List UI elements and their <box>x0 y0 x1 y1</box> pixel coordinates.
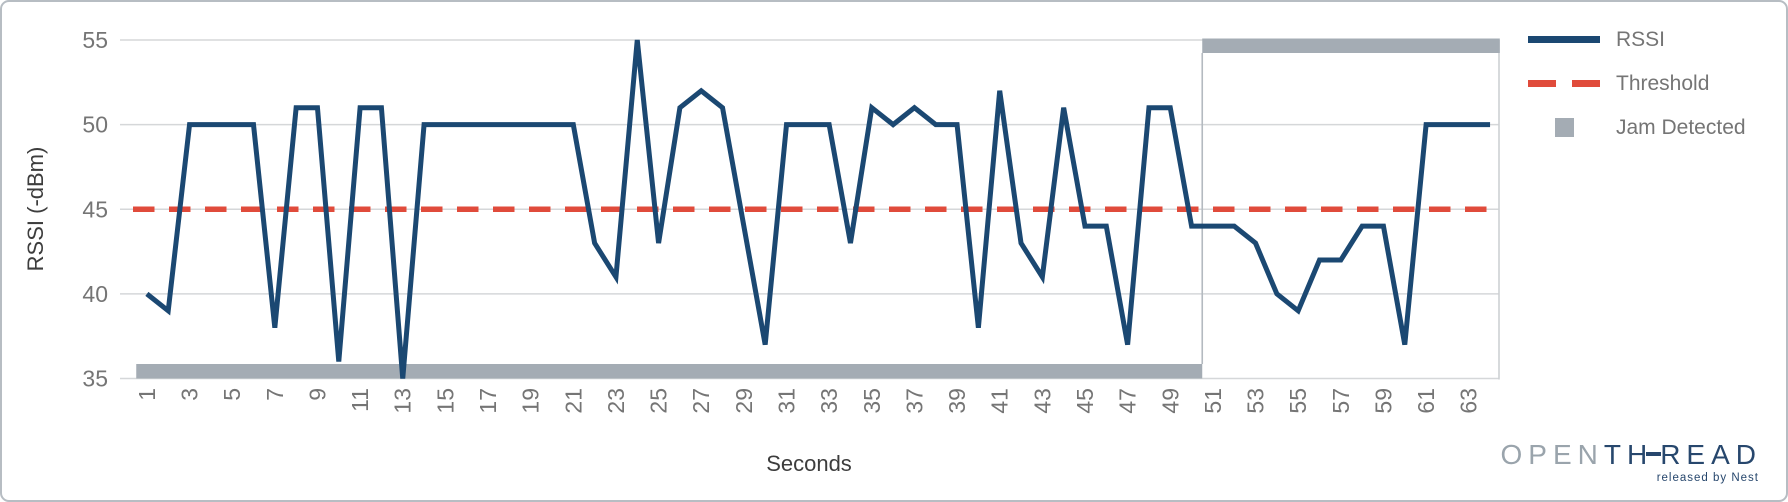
x-tick-label: 9 <box>304 388 330 401</box>
threshold-dashed-swatch-icon <box>1528 74 1600 94</box>
y-tick-label: 35 <box>82 366 108 392</box>
chart-legend: RSSI Threshold Jam Detected <box>1528 27 1746 161</box>
rssi-line <box>145 39 1491 379</box>
x-tick-label: 33 <box>816 388 842 414</box>
openthread-logo: OPENTH READ released by Nest <box>1500 439 1762 484</box>
legend-item-jam-detected: Jam Detected <box>1528 115 1746 139</box>
x-axis-title: Seconds <box>766 451 852 476</box>
x-tick-label: 11 <box>347 388 373 412</box>
x-tick-label: 53 <box>1243 388 1269 414</box>
x-tick-label: 35 <box>859 388 885 414</box>
openthread-wordmark: OPENTH READ <box>1500 439 1762 471</box>
x-tick-label: 41 <box>987 388 1013 414</box>
x-tick-label: 61 <box>1413 388 1439 414</box>
x-tick-label: 49 <box>1157 388 1183 414</box>
x-tick-label: 59 <box>1370 388 1396 414</box>
x-tick-label: 39 <box>944 388 970 414</box>
x-tick-label: 43 <box>1029 388 1055 414</box>
logo-thread-text: TH READ <box>1603 439 1762 471</box>
x-tick-label: 37 <box>901 388 927 414</box>
legend-label-jam-detected: Jam Detected <box>1616 115 1746 139</box>
y-tick-label: 40 <box>82 281 108 307</box>
x-tick-label: 31 <box>774 388 800 414</box>
x-tick-label: 15 <box>432 388 458 414</box>
x-tick-label: 23 <box>603 388 629 414</box>
jam-on-band <box>1202 38 1500 53</box>
legend-label-rssi: RSSI <box>1616 27 1666 51</box>
jam-off-band <box>136 364 1203 379</box>
legend-label-threshold: Threshold <box>1616 71 1710 95</box>
rssi-line-swatch-icon <box>1528 30 1600 50</box>
legend-item-rssi: RSSI <box>1528 27 1746 51</box>
y-tick-label: 50 <box>82 112 108 138</box>
x-tick-label: 19 <box>518 388 544 414</box>
x-tick-label: 13 <box>390 388 416 414</box>
x-tick-label: 25 <box>646 388 672 414</box>
jam-detected-square-swatch-icon <box>1528 118 1600 138</box>
x-tick-label: 27 <box>688 388 714 414</box>
x-tick-label: 45 <box>1072 388 1098 414</box>
x-tick-label: 1 <box>134 388 160 401</box>
y-tick-label: 45 <box>82 196 108 222</box>
legend-item-threshold: Threshold <box>1528 71 1746 95</box>
x-tick-label: 21 <box>560 388 586 414</box>
x-tick-label: 17 <box>475 388 501 414</box>
x-tick-label: 7 <box>262 388 288 401</box>
x-tick-label: 51 <box>1200 388 1226 414</box>
x-tick-label: 57 <box>1328 388 1354 414</box>
logo-tagline: released by Nest <box>1656 472 1759 484</box>
x-tick-label: 63 <box>1456 388 1482 414</box>
x-tick-label: 47 <box>1115 388 1141 414</box>
logo-h-ligature-bar <box>1646 452 1662 456</box>
x-tick-label: 3 <box>177 388 203 401</box>
x-tick-label: 55 <box>1285 388 1311 414</box>
x-tick-label: 5 <box>219 388 245 401</box>
x-tick-label: 29 <box>731 388 757 414</box>
y-tick-label: 55 <box>82 27 108 53</box>
logo-open-text: OPEN <box>1500 439 1604 471</box>
